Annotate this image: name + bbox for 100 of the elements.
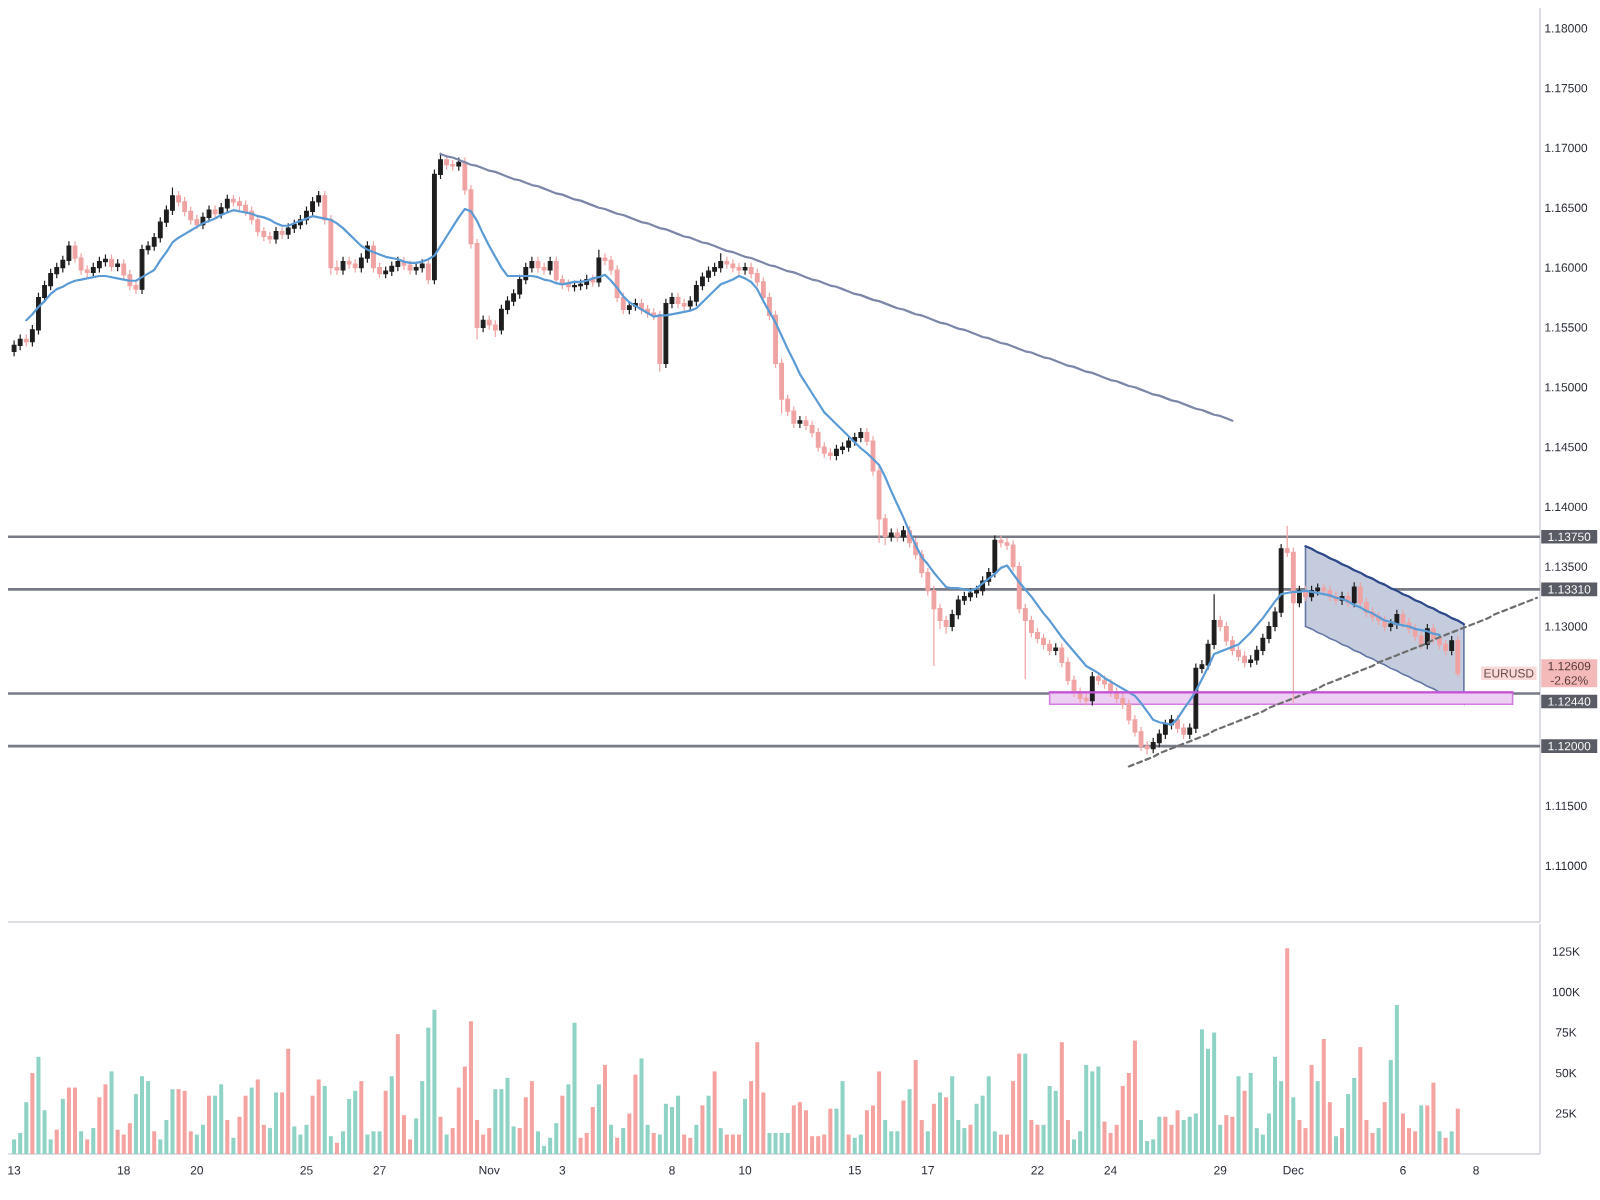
candlestick [492, 319, 498, 338]
bar [803, 1110, 808, 1154]
bar [292, 1126, 297, 1154]
bar [1315, 1081, 1320, 1154]
bar [85, 1139, 90, 1154]
candlestick [1418, 630, 1424, 650]
candlestick [572, 280, 577, 293]
bar [255, 1079, 260, 1154]
bar [493, 1089, 498, 1154]
bar [1443, 1137, 1448, 1154]
candlestick [419, 258, 425, 273]
bar [895, 1131, 900, 1154]
bar [274, 1092, 279, 1154]
candlestick [1315, 582, 1321, 596]
bar [103, 1084, 108, 1154]
bar [1139, 1119, 1144, 1154]
candlestick [1095, 671, 1101, 686]
candlestick [834, 444, 839, 461]
candlestick [444, 154, 450, 171]
bar [773, 1132, 778, 1154]
candlestick [803, 415, 809, 431]
candlestick [486, 314, 492, 331]
bar [767, 1132, 772, 1154]
bar [1431, 1082, 1436, 1154]
bar [907, 1089, 912, 1154]
bar [1230, 1116, 1235, 1154]
candlestick [1041, 633, 1046, 650]
bar [170, 1089, 175, 1154]
bar [968, 1124, 973, 1154]
candlestick [1150, 737, 1156, 754]
candlestick [736, 262, 742, 276]
bar [444, 1134, 449, 1154]
candlestick [1321, 582, 1327, 596]
candlestick [1443, 639, 1449, 656]
bar [609, 1124, 614, 1154]
candlestick [565, 278, 571, 293]
candlestick [815, 427, 821, 453]
candlestick [115, 258, 121, 272]
bar [944, 1097, 949, 1154]
bar [615, 1137, 620, 1154]
bar [846, 1134, 851, 1154]
bar [60, 1098, 65, 1154]
bar [1212, 1032, 1217, 1154]
bar [779, 1132, 784, 1154]
candlestick [407, 259, 413, 276]
bar [109, 1071, 114, 1154]
candlestick [450, 159, 456, 172]
candlestick [888, 527, 894, 543]
bar [1413, 1131, 1418, 1154]
candlestick [858, 427, 864, 443]
candlestick [1181, 722, 1187, 740]
bar [438, 1116, 443, 1154]
bar [1394, 1004, 1399, 1154]
bar [633, 1074, 638, 1154]
bar [998, 1134, 1003, 1154]
bar [1358, 1047, 1363, 1154]
candlestick [1412, 623, 1418, 642]
bar [682, 1134, 687, 1154]
bar [1352, 1077, 1357, 1154]
bar [1309, 1064, 1314, 1154]
bar [1035, 1124, 1040, 1154]
bar [371, 1131, 376, 1154]
bar [1029, 1119, 1034, 1154]
candlestick [389, 261, 395, 277]
bar [639, 1058, 644, 1154]
bar [1291, 1097, 1296, 1154]
bar [1333, 1136, 1338, 1154]
bar [304, 1124, 309, 1154]
bar [791, 1105, 796, 1154]
candlestick [590, 274, 596, 288]
candlestick [194, 214, 200, 230]
bar [383, 1090, 388, 1154]
candlestick [901, 525, 906, 543]
candlestick [316, 190, 322, 208]
candlestick [968, 587, 973, 602]
candlestick [310, 196, 316, 217]
bar [1382, 1102, 1387, 1154]
bar [219, 1084, 224, 1154]
candlestick [17, 333, 23, 351]
candlestick [724, 256, 730, 270]
bar [152, 1131, 157, 1154]
bar [730, 1134, 735, 1154]
candlestick [48, 268, 54, 291]
bar [1242, 1090, 1247, 1154]
candlestick [846, 435, 852, 453]
bar [146, 1081, 151, 1154]
bar [688, 1137, 693, 1154]
bar [797, 1102, 802, 1154]
candlestick [1449, 635, 1455, 656]
bar [316, 1079, 321, 1154]
candlestick [237, 196, 242, 211]
bar [225, 1119, 230, 1154]
bar [127, 1123, 132, 1154]
bar [1437, 1131, 1442, 1154]
candlestick [626, 300, 632, 315]
bar [1449, 1131, 1454, 1154]
candlestick [596, 249, 602, 288]
candlestick [66, 240, 72, 266]
bar [706, 1095, 711, 1154]
candlestick [1351, 581, 1357, 608]
